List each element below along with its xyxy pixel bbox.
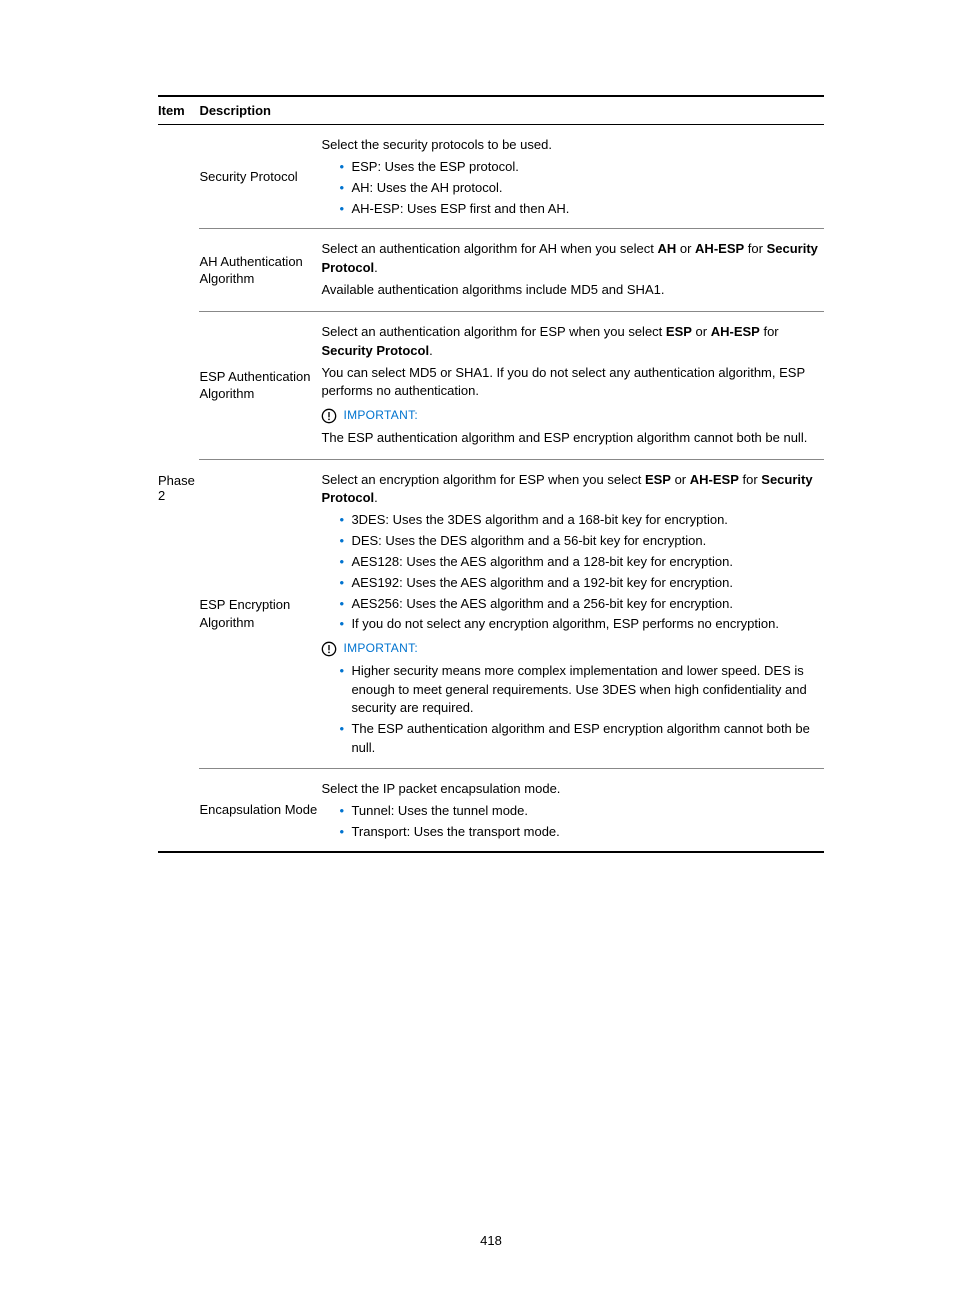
document-page: Item Description Phase 2 Security Protoc… xyxy=(0,0,954,1288)
para: The ESP authentication algorithm and ESP… xyxy=(321,429,820,448)
list-item: The ESP authentication algorithm and ESP… xyxy=(339,720,820,758)
important-label: IMPORTANT: xyxy=(343,407,418,424)
list-item: 3DES: Uses the 3DES algorithm and a 168-… xyxy=(339,511,820,530)
row-desc: Select the IP packet encapsulation mode.… xyxy=(321,768,824,851)
intro-text: Select the security protocols to be used… xyxy=(321,136,820,155)
important-icon xyxy=(321,408,337,424)
important-icon xyxy=(321,641,337,657)
list-item: AES192: Uses the AES algorithm and a 192… xyxy=(339,574,820,593)
row-label: Security Protocol xyxy=(199,125,321,229)
bullet-list: Higher security means more complex imple… xyxy=(321,662,820,758)
important-callout: IMPORTANT: xyxy=(321,640,820,657)
row-label: ESP Authentication Algorithm xyxy=(199,311,321,459)
para: Select an authentication algorithm for A… xyxy=(321,240,820,278)
important-label: IMPORTANT: xyxy=(343,640,418,657)
important-callout: IMPORTANT: xyxy=(321,407,820,424)
list-item: AH-ESP: Uses ESP first and then AH. xyxy=(339,200,820,219)
inner-table: Security Protocol Select the security pr… xyxy=(199,125,824,851)
list-item: Transport: Uses the transport mode. xyxy=(339,823,820,842)
list-item: ESP: Uses the ESP protocol. xyxy=(339,158,820,177)
row-desc: Select an encryption algorithm for ESP w… xyxy=(321,459,824,768)
bullet-list: ESP: Uses the ESP protocol. AH: Uses the… xyxy=(321,158,820,219)
list-item: Tunnel: Uses the tunnel mode. xyxy=(339,802,820,821)
bullet-list: Tunnel: Uses the tunnel mode. Transport:… xyxy=(321,802,820,842)
row-desc: Select an authentication algorithm for A… xyxy=(321,229,824,312)
list-item: AH: Uses the AH protocol. xyxy=(339,179,820,198)
row-label: ESP Encryption Algorithm xyxy=(199,459,321,768)
bullet-list: 3DES: Uses the 3DES algorithm and a 168-… xyxy=(321,511,820,634)
intro-text: Select the IP packet encapsulation mode. xyxy=(321,780,820,799)
para: You can select MD5 or SHA1. If you do no… xyxy=(321,364,820,402)
page-number: 418 xyxy=(158,1233,824,1248)
phase-cell: Phase 2 xyxy=(158,125,199,853)
para: Available authentication algorithms incl… xyxy=(321,281,820,300)
list-item: Higher security means more complex imple… xyxy=(339,662,820,719)
list-item: DES: Uses the DES algorithm and a 56-bit… xyxy=(339,532,820,551)
list-item: If you do not select any encryption algo… xyxy=(339,615,820,634)
header-item: Item xyxy=(158,96,199,125)
list-item: AES128: Uses the AES algorithm and a 128… xyxy=(339,553,820,572)
config-table: Item Description Phase 2 Security Protoc… xyxy=(158,95,824,853)
para: Select an encryption algorithm for ESP w… xyxy=(321,471,820,509)
row-desc: Select the security protocols to be used… xyxy=(321,125,824,229)
list-item: AES256: Uses the AES algorithm and a 256… xyxy=(339,595,820,614)
para: Select an authentication algorithm for E… xyxy=(321,323,820,361)
row-label: Encapsulation Mode xyxy=(199,768,321,851)
header-description: Description xyxy=(199,96,824,125)
row-desc: Select an authentication algorithm for E… xyxy=(321,311,824,459)
row-label: AH Authentication Algorithm xyxy=(199,229,321,312)
rows-cell: Security Protocol Select the security pr… xyxy=(199,125,824,853)
